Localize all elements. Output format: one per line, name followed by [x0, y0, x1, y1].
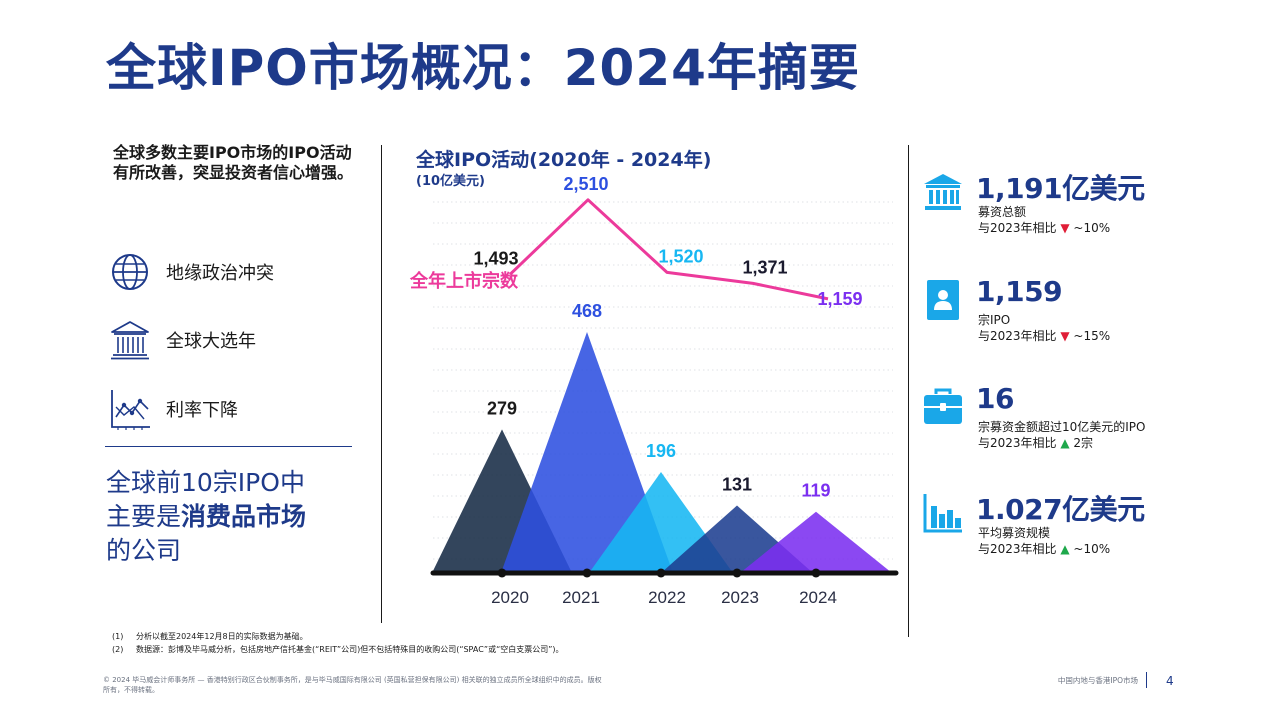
stat-value: 1,159 — [976, 275, 1063, 308]
x-tick-label: 2024 — [799, 588, 837, 607]
bank-icon — [924, 174, 962, 210]
footer-divider — [1146, 672, 1147, 688]
x-tick-label: 2022 — [648, 588, 686, 607]
column-divider-left — [381, 145, 382, 623]
footnote-text: 分析以截至2024年12月8日的实际数据为基础。 — [136, 632, 308, 641]
driver-label: 利率下降 — [166, 400, 238, 421]
line-series-label: 全年上市宗数 — [409, 270, 519, 292]
footnote: (1) 分析以截至2024年12月8日的实际数据为基础。 — [112, 630, 564, 643]
proceeds-value-label: 468 — [572, 301, 602, 321]
ipo-count-line — [508, 198, 829, 301]
stat-value: 1,191亿美元 — [976, 172, 1145, 205]
footer-title: 中国内地与香港IPO市场 — [1057, 676, 1138, 685]
proceeds-value-label: 279 — [487, 398, 517, 418]
stat-label: 宗IPO — [978, 313, 1011, 327]
driver-item-geopolitics: 地缘政治冲突 — [108, 250, 274, 294]
comparison-text: 与2023年相比 — [978, 221, 1057, 235]
ipo-count-label: 1,520 — [658, 246, 703, 266]
footnote-text: 数据源：彭博及毕马威分析，包括房地产信托基金(“REIT”公司)但不包括特殊目的… — [136, 645, 564, 654]
stat-label: 募资总额 — [978, 205, 1027, 219]
comparison-text: 与2023年相比 — [978, 329, 1057, 343]
ipo-count-label: 1,371 — [742, 257, 787, 277]
consumer-line: 的公司 — [106, 536, 182, 565]
briefcase-icon — [924, 388, 962, 424]
stat-comparison: 与2023年相比 ▲ 2宗 — [978, 434, 1093, 451]
intro-text: 全球多数主要IPO市场的IPO活动有所改善，突显投资者信心增强。 — [113, 143, 354, 182]
arrow-up-icon: ▲ — [1060, 436, 1070, 450]
stat-label: 宗募资金额超过10亿美元的IPO — [978, 420, 1146, 434]
arrow-down-icon: ▼ — [1060, 221, 1070, 235]
stat-comparison: 与2023年相比 ▲ ~10% — [978, 540, 1110, 557]
consumer-prefix: 主要是 — [106, 502, 182, 531]
comparison-value: 2宗 — [1069, 436, 1094, 450]
x-tick-label: 2021 — [562, 588, 600, 607]
consumer-bold-text: 消费品市场 — [181, 502, 307, 531]
stat-label: 平均募资规模 — [978, 526, 1051, 540]
section-divider — [105, 446, 352, 447]
footnote-number: (1) — [112, 632, 124, 641]
comparison-value: ~10% — [1069, 542, 1111, 556]
stat-comparison: 与2023年相比 ▼ ~15% — [978, 327, 1110, 344]
proceeds-value-label: 119 — [801, 481, 830, 501]
comparison-text: 与2023年相比 — [978, 436, 1057, 450]
stat-comparison: 与2023年相比 ▼ ~10% — [978, 219, 1110, 236]
copyright-notice: © 2024 毕马威会计师事务所 — 香港特别行政区合伙制事务所，是与毕马威国际… — [103, 676, 602, 694]
axis-marker — [656, 568, 666, 578]
comparison-text: 与2023年相比 — [978, 542, 1057, 556]
footnotes: (1) 分析以截至2024年12月8日的实际数据为基础。 (2) 数据源：彭博及毕马… — [112, 630, 564, 656]
axis-marker — [582, 568, 592, 578]
proceeds-value-label: 196 — [646, 441, 676, 461]
consumer-line: 主要是消费品市场 — [106, 500, 366, 534]
driver-label: 地缘政治冲突 — [166, 263, 274, 284]
comparison-value: ~15% — [1069, 329, 1111, 343]
consumer-highlight: 全球前10宗IPO中 主要是消费品市场 的公司 — [106, 466, 366, 568]
consumer-line: 全球前10宗IPO中 — [106, 468, 305, 497]
ipo-count-label: 1,159 — [817, 289, 862, 309]
axis-marker — [732, 568, 742, 578]
proceeds-peak-2024 — [740, 511, 892, 573]
trend-down-chart-icon — [111, 390, 150, 430]
page-title: 全球IPO市场概况：2024年摘要 — [106, 39, 860, 97]
comparison-value: ~10% — [1069, 221, 1111, 235]
globe-icon — [112, 254, 148, 290]
proceeds-peak-2021 — [501, 331, 673, 573]
chart-title: 全球IPO活动(2020年 - 2024年) — [416, 149, 712, 171]
arrow-up-icon: ▲ — [1060, 542, 1070, 556]
bar-chart-icon — [923, 494, 962, 533]
footnote: (2) 数据源：彭博及毕马威分析，包括房地产信托基金(“REIT”公司)但不包括特… — [112, 643, 564, 656]
page-number: 4 — [1166, 674, 1174, 688]
footnote-number: (2) — [112, 645, 124, 654]
driver-item-rates: 利率下降 — [108, 387, 238, 431]
stat-value: 16 — [976, 382, 1014, 415]
stat-value: 1.027亿美元 — [976, 493, 1145, 526]
chart-subtitle: (10亿美元) — [416, 174, 485, 189]
x-tick-label: 2023 — [721, 588, 759, 607]
government-building-icon — [111, 321, 149, 360]
driver-item-election: 全球大选年 — [108, 318, 256, 362]
x-tick-label: 2020 — [491, 588, 529, 607]
arrow-down-icon: ▼ — [1060, 329, 1070, 343]
axis-marker — [811, 568, 821, 578]
ipo-count-label: 2,510 — [563, 174, 608, 194]
id-card-icon — [927, 280, 959, 320]
column-divider-right — [908, 145, 909, 637]
proceeds-value-label: 131 — [722, 475, 752, 495]
ipo-count-label: 1,493 — [473, 248, 518, 268]
driver-label: 全球大选年 — [166, 331, 256, 352]
axis-marker — [497, 568, 507, 578]
